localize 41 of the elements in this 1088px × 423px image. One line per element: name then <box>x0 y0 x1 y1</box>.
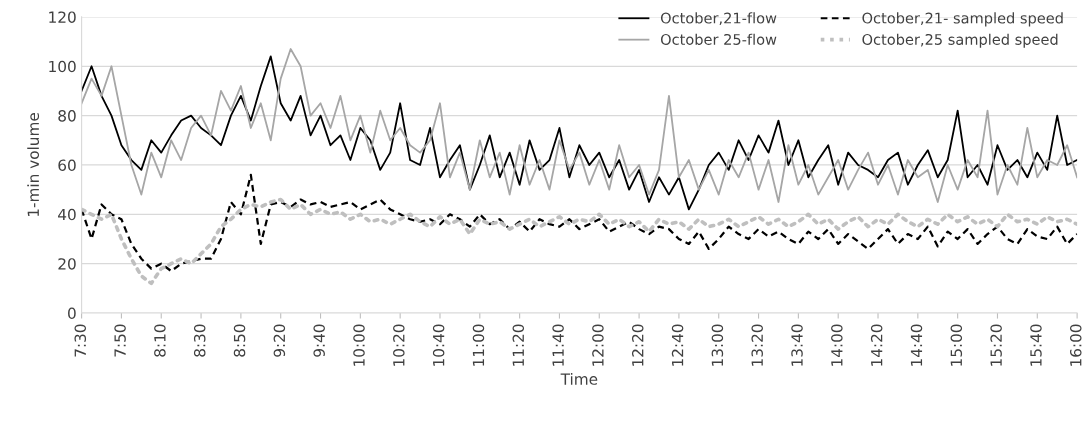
x-tick-label: 10:00 <box>353 324 365 366</box>
y-tick-label: 120 <box>49 11 76 23</box>
y-tick-label: 100 <box>49 60 76 73</box>
x-tick-label: 11:00 <box>472 324 485 366</box>
line-series <box>81 197 1078 286</box>
x-tick-label: 14:00 <box>831 324 843 366</box>
legend-label: October,21-flow <box>660 12 777 26</box>
x-tick-label: 14:40 <box>910 324 923 366</box>
x-tick-label: 13:00 <box>711 324 724 366</box>
y-tick-label: 20 <box>58 258 76 270</box>
y-tick-label: 40 <box>58 208 76 221</box>
x-tick-label: 11:40 <box>552 324 564 366</box>
legend-label: October,21- sampled speed <box>862 12 1063 27</box>
x-tick-label: 8:50 <box>233 324 246 357</box>
x-tick-label: 15:00 <box>950 324 963 366</box>
x-tick-label: 13:40 <box>791 324 803 366</box>
x-tick-label: 14:20 <box>870 324 883 366</box>
x-tick-label: 8:10 <box>154 324 166 357</box>
x-tick-label: 12:40 <box>671 324 684 366</box>
x-tick-label: 10:20 <box>393 324 405 366</box>
x-tick-label: 12:00 <box>592 324 604 366</box>
line-series <box>81 173 1078 273</box>
x-tick-label: 15:20 <box>990 324 1002 366</box>
y-axis-title: 1-min volume <box>27 113 40 217</box>
x-tick-label: 12:20 <box>631 324 644 366</box>
x-tick-label: 10:40 <box>432 324 445 366</box>
y-tick-label: 80 <box>58 110 76 122</box>
legend-label: October,25 sampled speed <box>862 33 1058 48</box>
x-tick-label: 13:20 <box>751 324 763 366</box>
x-tick-label: 16:00 <box>1070 324 1082 366</box>
x-tick-label: 15:40 <box>1030 324 1042 366</box>
x-tick-label: 7:50 <box>114 324 126 357</box>
x-tick-label: 7:30 <box>74 324 87 357</box>
x-tick-label: 9:40 <box>313 324 325 357</box>
x-tick-label: 11:20 <box>512 324 525 366</box>
x-tick-label: 8:30 <box>193 324 206 357</box>
x-axis-title: Time <box>560 373 598 385</box>
legend-label: October 25-flow <box>660 33 777 45</box>
y-tick-label: 0 <box>68 307 76 320</box>
x-tick-label: 9:20 <box>273 324 286 357</box>
y-tick-label: 60 <box>58 159 76 171</box>
